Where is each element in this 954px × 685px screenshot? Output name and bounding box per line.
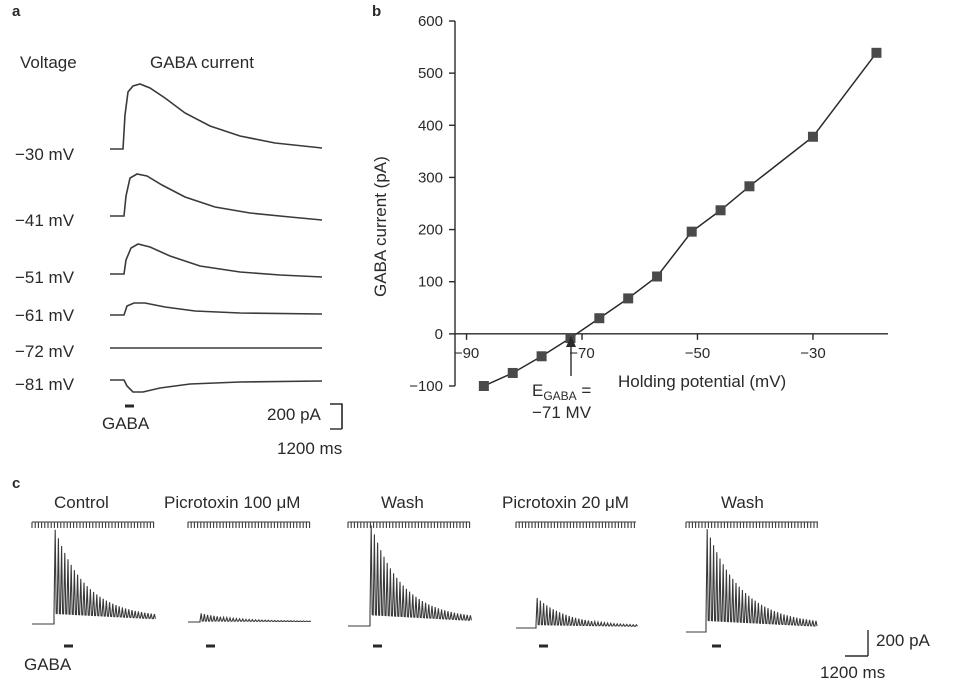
data-point: [536, 351, 547, 362]
x-tick-label: −30: [800, 345, 825, 362]
voltage-header: Voltage: [20, 53, 77, 72]
gaba-label-a: GABA: [102, 414, 150, 433]
scale-time-c: 1200 ms: [820, 663, 885, 680]
scale-bar-a: [330, 403, 343, 429]
scale-current-c: 200 pA: [876, 631, 931, 650]
y-tick-label: 400: [418, 117, 443, 134]
condition-wash-1: Wash: [381, 493, 424, 512]
data-point: [744, 181, 755, 192]
data-point: [623, 293, 634, 304]
condition-wash-2: Wash: [721, 493, 764, 512]
panel-b-chart: b 600 500 400 300 200 100 0 −100 −90 −70 −50 −30 Ho…: [371, 3, 888, 422]
scale-current-a: 200 pA: [267, 405, 322, 424]
y-tick-label: 500: [418, 65, 443, 82]
data-point: [507, 367, 518, 378]
condition-picrotoxin-20: Picrotoxin 20 μM: [502, 493, 629, 512]
stimulus-train: [31, 521, 155, 528]
y-tick-label: 300: [418, 169, 443, 186]
chart-ticks: 600 500 400 300 200 100 0 −100 −90 −70 −50 −30: [409, 13, 825, 395]
data-point: [807, 131, 818, 142]
voltage-label-4: −61 mV: [15, 306, 75, 325]
voltage-label-5: −72 mV: [15, 342, 75, 361]
chart-axes: [454, 21, 888, 386]
stimulus-train: [187, 521, 311, 528]
data-point: [686, 226, 697, 237]
x-tick-label: −50: [685, 345, 710, 362]
y-tick-label: 0: [435, 326, 443, 343]
gaba-label-c: GABA: [24, 655, 72, 674]
panel-c: c Control Picrotoxin 100 μM Wash Picroto…: [12, 475, 931, 682]
stimulus-train: [515, 521, 636, 528]
scale-time-a: 1200 ms: [277, 439, 342, 458]
egaba-annotation: EGABA = −71 MV: [532, 336, 592, 422]
response-trace: [686, 529, 818, 633]
y-axis-label: GABA current (pA): [371, 156, 390, 297]
voltage-label-2: −41 mV: [15, 211, 75, 230]
panel-a-label: a: [12, 3, 21, 20]
panel-c-traces: [31, 521, 818, 648]
voltage-label-6: −81 mV: [15, 375, 75, 394]
stimulus-train: [347, 521, 471, 528]
current-trace-6: [110, 379, 323, 393]
chart-series: [478, 47, 882, 391]
panel-b-label: b: [372, 3, 381, 20]
data-point: [478, 381, 489, 391]
egaba-arrow-head: [566, 336, 576, 347]
current-trace-2: [110, 173, 323, 221]
y-tick-label: 600: [418, 13, 443, 30]
panel-a: a Voltage GABA current −30 mV −41 mV −51…: [12, 3, 343, 458]
data-point: [594, 313, 605, 324]
panel-c-label: c: [12, 475, 20, 492]
data-point: [715, 205, 726, 216]
y-tick-label: 200: [418, 222, 443, 239]
current-trace-1: [110, 83, 323, 150]
response-trace: [516, 597, 638, 629]
voltage-label-3: −51 mV: [15, 268, 75, 287]
voltage-label-1: −30 mV: [15, 145, 75, 164]
y-tick-label: 100: [418, 274, 443, 291]
data-point: [871, 47, 882, 58]
response-trace: [32, 529, 156, 625]
egaba-value: −71 MV: [532, 403, 592, 422]
response-trace: [348, 525, 472, 627]
data-point: [652, 271, 663, 282]
series-line: [483, 52, 878, 387]
condition-control: Control: [54, 493, 109, 512]
y-tick-label: −100: [409, 378, 443, 395]
response-trace: [188, 613, 312, 623]
x-tick-label: −90: [454, 345, 479, 362]
x-axis-label: Holding potential (mV): [618, 372, 786, 391]
stimulus-train: [685, 521, 818, 528]
current-trace-4: [110, 302, 323, 316]
current-trace-3: [110, 243, 323, 278]
gaba-current-header: GABA current: [150, 53, 254, 72]
x-tick-label: −70: [569, 345, 594, 362]
condition-picrotoxin-100: Picrotoxin 100 μM: [164, 493, 300, 512]
egaba-label: EGABA =: [532, 381, 591, 403]
